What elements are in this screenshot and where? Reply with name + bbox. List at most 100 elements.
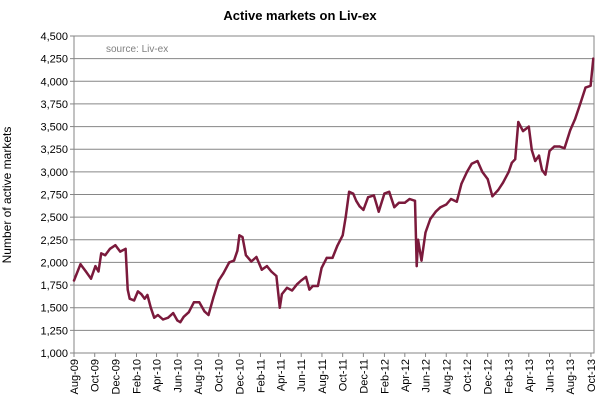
series-line (72, 57, 595, 324)
data-point (128, 297, 131, 300)
y-tick-label: 1,750 (40, 280, 68, 292)
data-point (558, 145, 561, 148)
x-tick-label: Feb-11 (255, 359, 267, 393)
data-point (507, 170, 510, 173)
data-point (589, 84, 592, 87)
gridlines (74, 35, 594, 331)
y-tick-label: 4,250 (40, 54, 68, 66)
data-point (143, 297, 146, 300)
data-point (486, 178, 489, 181)
data-point (491, 195, 494, 198)
data-point (449, 197, 453, 201)
data-point (304, 275, 308, 278)
data-point (481, 170, 484, 173)
x-tick-label: Aug-13 (565, 359, 577, 394)
data-point (434, 210, 437, 213)
x-tick-label: Aug-10 (193, 359, 205, 394)
x-tick-label: Oct-11 (338, 359, 350, 391)
data-point (228, 261, 231, 264)
data-point (217, 279, 220, 282)
data-point (367, 196, 370, 199)
source-annotation: source: Liv-ex (106, 44, 168, 55)
data-point (514, 158, 517, 161)
data-point (424, 231, 427, 234)
data-point (119, 250, 122, 253)
data-point (377, 210, 380, 213)
data-point (530, 149, 533, 152)
data-point (372, 194, 375, 197)
data-point (124, 247, 127, 250)
data-point (521, 130, 525, 133)
data-point (72, 279, 76, 282)
data-point (355, 199, 358, 202)
y-tick-label: 1,500 (40, 303, 68, 315)
data-point (308, 288, 311, 291)
data-point (316, 284, 319, 288)
data-point (192, 301, 195, 304)
data-point (285, 286, 289, 289)
x-tick-label: Oct-12 (462, 359, 474, 392)
series-active-markets (72, 57, 595, 324)
data-point (510, 161, 513, 164)
data-point (358, 205, 361, 208)
data-point (232, 259, 236, 262)
y-tick-label: 2,250 (40, 235, 68, 247)
x-tick-label: Dec-11 (358, 359, 370, 394)
data-point (348, 190, 351, 193)
chart-title: Active markets on Liv-ex (223, 8, 377, 23)
x-tick-labels: Aug-09 Oct-09 Dec-09 Feb-10 Apr-10 Jun-10 Aug-… (69, 359, 598, 394)
y-tick-label: 4,000 (40, 76, 68, 88)
y-tick-label: 3,750 (40, 99, 68, 111)
data-point (465, 170, 469, 173)
data-point (341, 234, 344, 237)
data-point (179, 321, 182, 324)
y-tick-label: 3,000 (40, 167, 68, 179)
data-point (476, 159, 479, 163)
data-point (320, 266, 323, 269)
y-tick-label: 2,750 (40, 190, 68, 202)
data-point (136, 290, 139, 293)
data-point (403, 201, 406, 204)
data-point (331, 256, 334, 259)
data-point (388, 190, 391, 193)
y-tick-label: 2,000 (40, 257, 68, 269)
data-point (153, 316, 156, 319)
y-tick-label: 1,250 (40, 325, 68, 337)
data-point (114, 244, 117, 247)
data-point (89, 277, 93, 280)
data-point (300, 279, 303, 282)
data-point (296, 283, 299, 286)
data-point (325, 256, 328, 259)
data-point (172, 312, 175, 315)
data-point (569, 129, 572, 132)
data-point (420, 259, 423, 262)
data-point (497, 188, 500, 192)
data-point (579, 101, 582, 104)
data-point (100, 252, 103, 255)
data-point (156, 313, 159, 317)
x-tick-label: Jun-12 (421, 359, 433, 393)
data-point (255, 255, 258, 259)
data-point (94, 265, 97, 268)
data-point (383, 192, 386, 195)
data-point (415, 265, 418, 268)
data-point (260, 268, 263, 271)
x-tick-label: Aug-11 (317, 359, 329, 394)
x-tick-label: Oct-10 (214, 359, 226, 392)
data-point (291, 289, 294, 292)
y-tick-label: 4,500 (40, 31, 68, 43)
x-tick-label: Dec-10 (234, 359, 246, 394)
data-point (207, 313, 210, 317)
data-point (203, 310, 206, 313)
data-point (146, 293, 149, 297)
data-point (527, 125, 530, 128)
x-tick-label: Apr-13 (524, 359, 536, 392)
data-point (311, 284, 314, 288)
data-point (517, 120, 520, 124)
data-point (455, 200, 458, 203)
data-point (79, 263, 82, 266)
y-tick-label: 3,250 (40, 144, 68, 156)
y-tick-label: 3,500 (40, 122, 68, 134)
data-point (212, 296, 215, 299)
